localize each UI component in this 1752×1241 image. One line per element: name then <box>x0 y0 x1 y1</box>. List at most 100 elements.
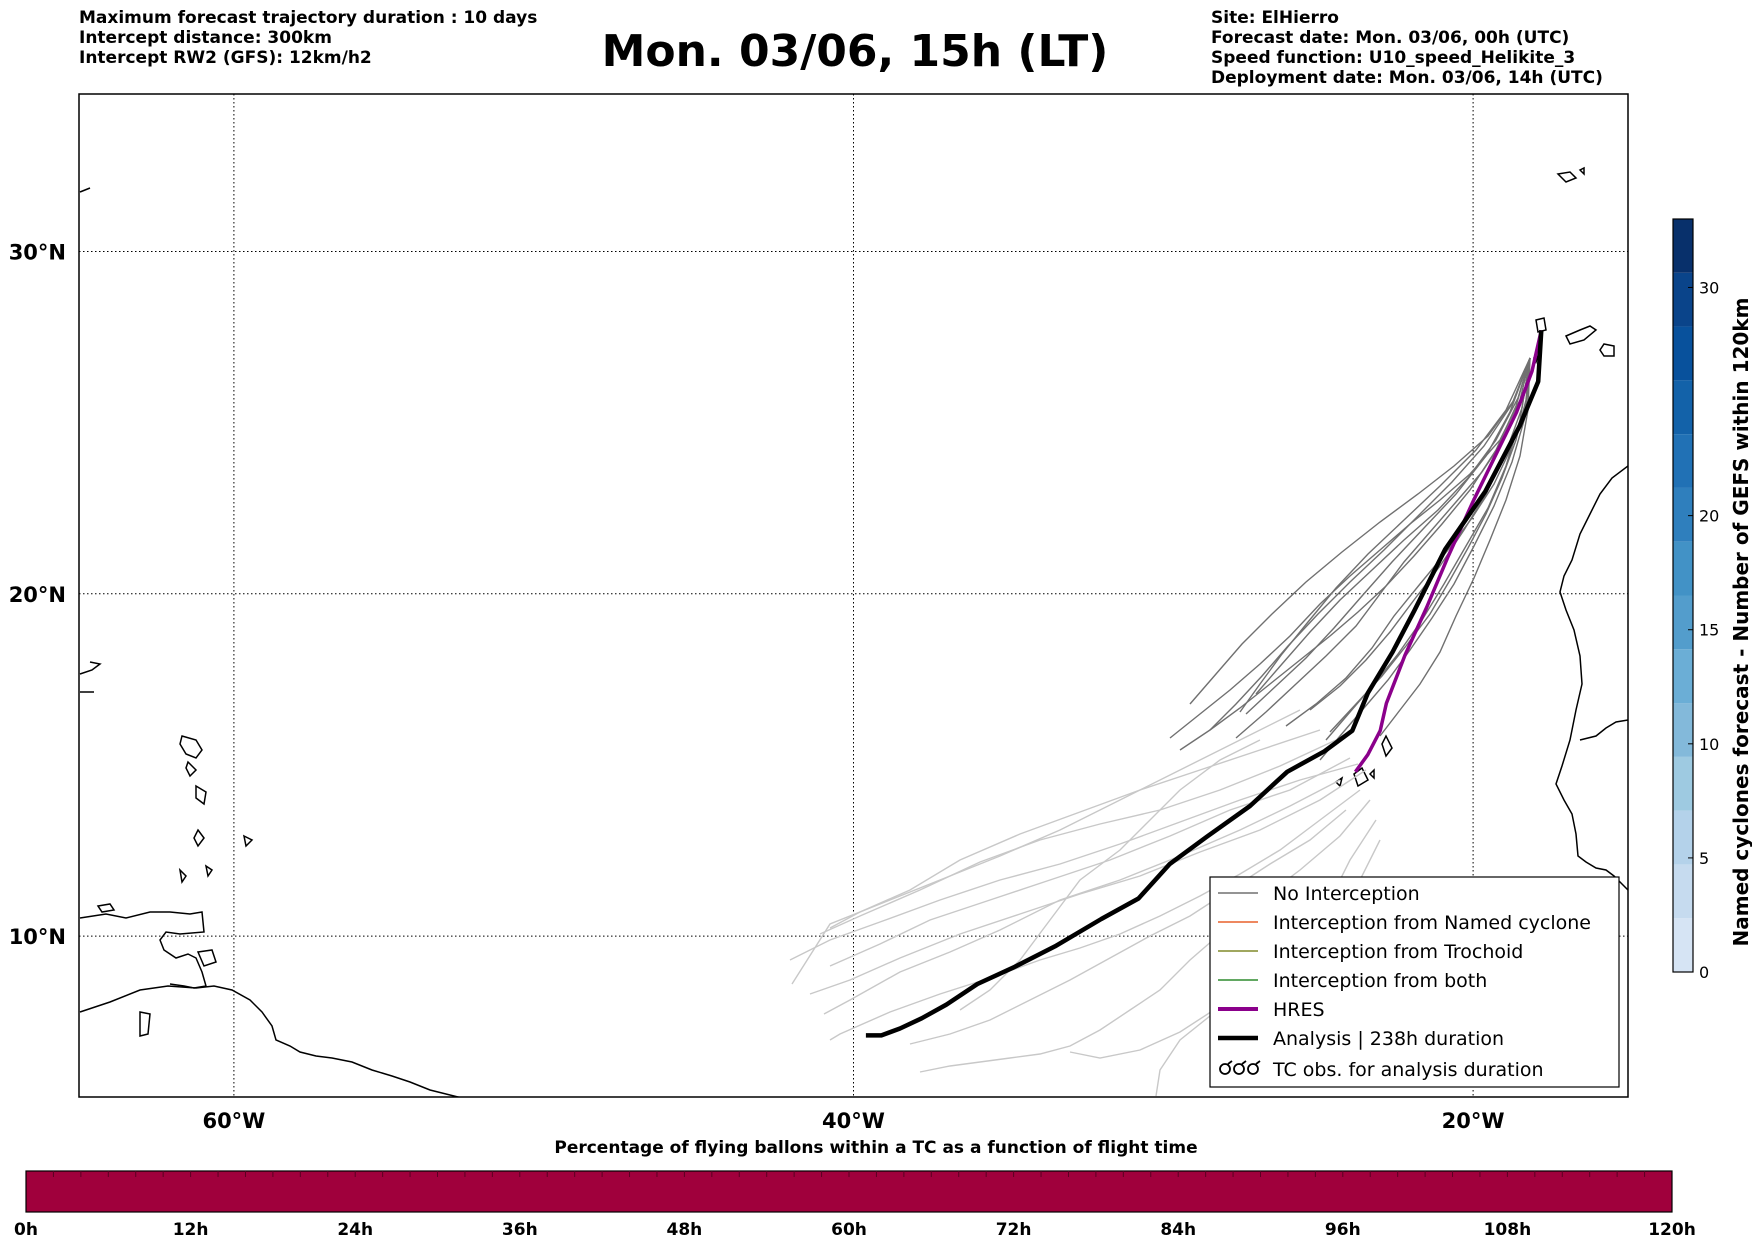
flight-time-tick-label: 84h <box>1160 1220 1196 1240</box>
legend: No Interception Interception from Named … <box>1209 876 1620 1088</box>
cyclone-colorbar: 0 5 10 15 20 30 Named cyclones forecast - Num… <box>1672 218 1752 982</box>
flight-time-tick-label: 72h <box>996 1220 1032 1240</box>
flight-time-bar-title: Percentage of flying ballons within a TC… <box>554 1138 1198 1158</box>
map-area <box>79 94 1628 1097</box>
page-title: Mon. 03/06, 15h (LT) <box>601 26 1109 77</box>
coastline-madeira <box>1556 171 1578 183</box>
trajectory-no-interception <box>1189 357 1531 705</box>
colorbar-tick-label: 10 <box>1699 735 1719 754</box>
coastline-antilles-12 <box>79 187 91 193</box>
legend-label: Interception from both <box>1273 970 1487 992</box>
legend-label: No Interception <box>1273 883 1420 905</box>
colorbar-band <box>1673 864 1693 919</box>
longitude-label: 60°W <box>202 1109 265 1133</box>
trajectory-no-interception <box>1209 357 1531 731</box>
coastline-antilles-9 <box>204 864 214 878</box>
trajectory-light <box>791 709 1301 985</box>
flight-time-tick-label: 24h <box>337 1220 373 1240</box>
coastline-canary-1 <box>1535 317 1547 333</box>
legend-item-no-interception: No Interception <box>1218 883 1420 905</box>
coastline-antilles-4 <box>185 760 198 778</box>
colorbar-tick-label: 0 <box>1699 963 1709 982</box>
trajectory-light <box>789 763 1359 961</box>
colorbar-band <box>1673 541 1693 596</box>
flight-time-tick-label: 96h <box>1325 1220 1361 1240</box>
map-frame <box>78 93 1629 1098</box>
flight-time-tick-label: 108h <box>1484 1220 1532 1240</box>
flight-time-tick-label: 60h <box>831 1220 867 1240</box>
colorbar-band <box>1673 595 1693 650</box>
coastline-cape-verde-2 <box>1353 766 1369 788</box>
coastline-antilles-3 <box>179 735 203 759</box>
coastline-africa <box>1555 465 1628 891</box>
trajectory-no-interception <box>1325 357 1531 741</box>
flight-time-tick-label: 36h <box>502 1220 538 1240</box>
colorbar-tick-label: 30 <box>1699 278 1719 297</box>
colorbar-band <box>1673 272 1693 327</box>
legend-label: Interception from Named cyclone <box>1273 912 1591 934</box>
header-left-info: Maximum forecast trajectory duration : 1… <box>79 8 537 68</box>
legend-item-hres: HRES <box>1218 999 1325 1021</box>
longitude-labels: 60°W 40°W 20°W <box>202 1109 1504 1133</box>
longitude-label: 20°W <box>1442 1109 1505 1133</box>
legend-item-both: Interception from both <box>1218 970 1487 992</box>
flight-time-ticks: 0h 12h 24h 36h 48h 60h 72h 84h 96h 108h 120h <box>14 1220 1696 1240</box>
header-right-line: Speed function: U10_speed_Helikite_3 <box>1211 48 1576 68</box>
legend-box <box>1209 876 1620 1088</box>
coastline-south-america <box>79 985 462 1097</box>
header-left-line: Maximum forecast trajectory duration : 1… <box>79 8 538 28</box>
coastline-cape-verde-3 <box>1368 768 1375 780</box>
light-trajectories <box>789 709 1381 1097</box>
coastline-canary-2 <box>1564 325 1598 345</box>
trajectory-no-interception <box>1319 357 1531 761</box>
header-right-line: Deployment date: Mon. 03/06, 14h (UTC) <box>1211 68 1603 88</box>
flight-time-tick-label: 120h <box>1648 1220 1696 1240</box>
trajectory-no-interception <box>1169 357 1531 739</box>
coastline-antilles-6 <box>193 828 205 848</box>
longitude-label: 40°W <box>822 1109 885 1133</box>
colorbar-tick-label: 5 <box>1699 849 1709 868</box>
hres-track <box>1353 329 1544 773</box>
trajectory-no-interception <box>1239 357 1531 713</box>
colorbar-bands <box>1673 219 1693 972</box>
coastline-antilles-10 <box>96 903 116 913</box>
header-left-line: Intercept distance: 300km <box>79 28 332 48</box>
flight-time-bar-fill <box>25 1170 1673 1213</box>
colorbar-band <box>1673 326 1693 381</box>
flight-time-bar: 0h 12h 24h 36h 48h 60h 72h 84h 96h 108h 120h <box>14 1170 1696 1240</box>
legend-item-trochoid: Interception from Trochoid <box>1218 941 1523 963</box>
colorbar-band <box>1673 219 1693 273</box>
colorbar-band <box>1673 703 1693 757</box>
coastline-antilles-5 <box>195 784 207 806</box>
coastline-antilles-11 <box>139 1011 151 1037</box>
trajectory-no-interception <box>1309 357 1531 711</box>
colorbar-frame <box>1672 218 1694 973</box>
flight-time-tick-label: 48h <box>667 1220 703 1240</box>
coastline-madeira-2 <box>1578 166 1585 176</box>
colorbar-ticks: 0 5 10 15 20 30 <box>1688 278 1719 982</box>
flight-time-tick-label: 0h <box>14 1220 38 1240</box>
latitude-label: 20°N <box>9 583 66 607</box>
latitude-label: 30°N <box>9 240 66 264</box>
colorbar-band <box>1673 810 1693 865</box>
trajectory-light <box>909 809 1347 1045</box>
header-right-line: Forecast date: Mon. 03/06, 00h (UTC) <box>1211 28 1570 48</box>
analysis-track <box>865 330 1544 1038</box>
legend-item-named-cyclone: Interception from Named cyclone <box>1218 912 1591 934</box>
coastline-antilles-1 <box>79 661 102 675</box>
colorbar-tick-label: 15 <box>1699 621 1719 640</box>
latitude-labels: 30°N 20°N 10°N <box>9 240 66 949</box>
legend-label: HRES <box>1273 999 1325 1021</box>
trajectory-light <box>829 729 1321 929</box>
trajectory-no-interception <box>1329 357 1531 733</box>
gridlines <box>79 94 1628 1097</box>
trajectory-no-interception <box>1245 357 1531 715</box>
coastline-antilles-7 <box>242 834 254 848</box>
colorbar-band <box>1673 756 1693 811</box>
legend-label: Interception from Trochoid <box>1273 941 1523 963</box>
no-interception-trajectories <box>1169 357 1531 761</box>
cyclone-symbol-icon <box>1219 1060 1261 1075</box>
colorbar-band <box>1673 380 1693 435</box>
trajectory-light <box>829 757 1351 967</box>
